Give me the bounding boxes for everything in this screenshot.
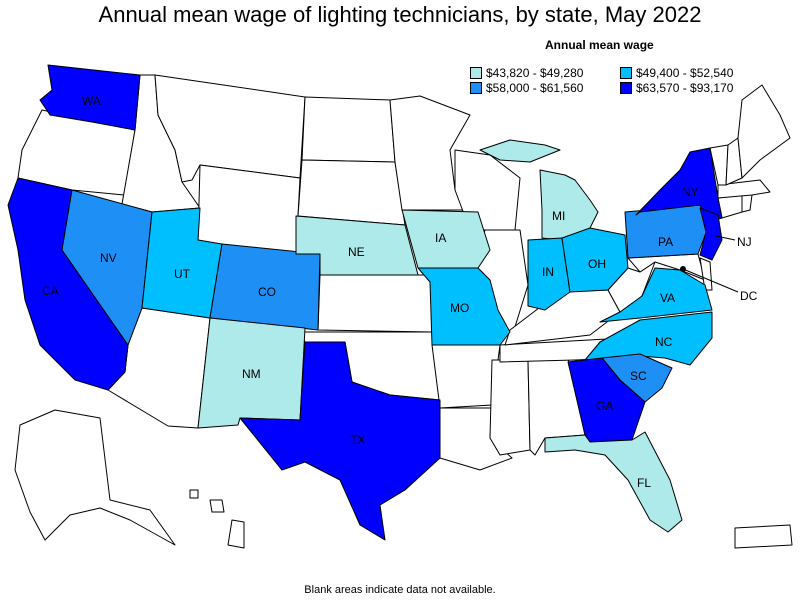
state-de [699, 257, 713, 291]
state-nv [61, 189, 153, 346]
state-in [527, 237, 571, 311]
state-label-in: IN [542, 265, 554, 279]
state-label-nm: NM [242, 367, 261, 381]
no-data-states [14, 74, 793, 549]
legend-item-tier-3: $58,000 - $61,560 [470, 81, 583, 95]
state-label-ca: CA [42, 284, 59, 298]
state-ny [635, 147, 723, 223]
state-label-tx: TX [350, 433, 365, 447]
map-title: Annual mean wage of lighting technicians… [98, 2, 702, 27]
state-labels: WA CA NV UT CO NM NE IA MO TX MI IN OH P… [42, 94, 758, 490]
legend-item-tier-1: $43,820 - $49,280 [470, 66, 583, 80]
legend-swatch [470, 82, 482, 94]
state-me [737, 84, 791, 179]
state-label-nv: NV [100, 251, 117, 265]
state-ne [295, 215, 419, 276]
state-ar [431, 344, 501, 409]
state-va [599, 267, 713, 323]
state-label-pa: PA [658, 235, 673, 249]
state-ri [741, 194, 753, 213]
state-ms [489, 359, 531, 456]
legend-label: $43,820 - $49,280 [486, 66, 584, 80]
state-label-mo: MO [450, 301, 469, 315]
footnote: Blank areas indicate data not available. [304, 584, 496, 596]
state-mo [417, 267, 511, 346]
state-label-ne: NE [348, 245, 365, 259]
state-nj [699, 207, 723, 261]
state-label-co: CO [258, 285, 276, 299]
state-label-fl: FL [637, 476, 651, 490]
legend-label: $49,400 - $52,540 [636, 66, 734, 80]
legend-label: $63,570 - $93,170 [636, 81, 734, 95]
nj-callout-line [715, 235, 736, 241]
state-oh [561, 227, 629, 293]
state-label-nj: NJ [737, 235, 752, 249]
state-label-mi: MI [552, 209, 565, 223]
state-label-ny: NY [682, 185, 699, 199]
state-fl [544, 431, 683, 533]
state-hi [189, 489, 245, 549]
state-sd [297, 159, 406, 226]
legend-label: $58,000 - $61,560 [486, 81, 584, 95]
state-tx [239, 341, 441, 541]
state-co [209, 243, 321, 331]
state-ak [14, 409, 176, 546]
state-mi [479, 139, 599, 241]
state-nd [301, 96, 396, 163]
state-label-ga: GA [596, 399, 613, 413]
data-states [7, 64, 723, 541]
state-label-oh: OH [588, 257, 606, 271]
state-label-dc: DC [740, 289, 758, 303]
legend-item-tier-2: $49,400 - $52,540 [620, 66, 733, 80]
state-label-va: VA [660, 291, 675, 305]
legend-swatch [620, 82, 632, 94]
legend-swatch [470, 67, 482, 79]
state-ks [317, 274, 433, 333]
state-wy [197, 164, 301, 255]
state-label-sc: SC [630, 369, 647, 383]
dc-callout-line [682, 268, 739, 293]
state-label-nc: NC [655, 335, 673, 349]
state-label-ia: IA [435, 231, 446, 245]
state-label-wa: WA [82, 94, 101, 108]
legend-item-tier-4: $63,570 - $93,170 [620, 81, 733, 95]
state-ia [401, 209, 491, 269]
legend-swatch [620, 67, 632, 79]
state-pr [734, 524, 793, 549]
legend-title: Annual mean wage [545, 38, 654, 52]
state-wa [39, 64, 141, 131]
state-label-ut: UT [174, 267, 191, 281]
